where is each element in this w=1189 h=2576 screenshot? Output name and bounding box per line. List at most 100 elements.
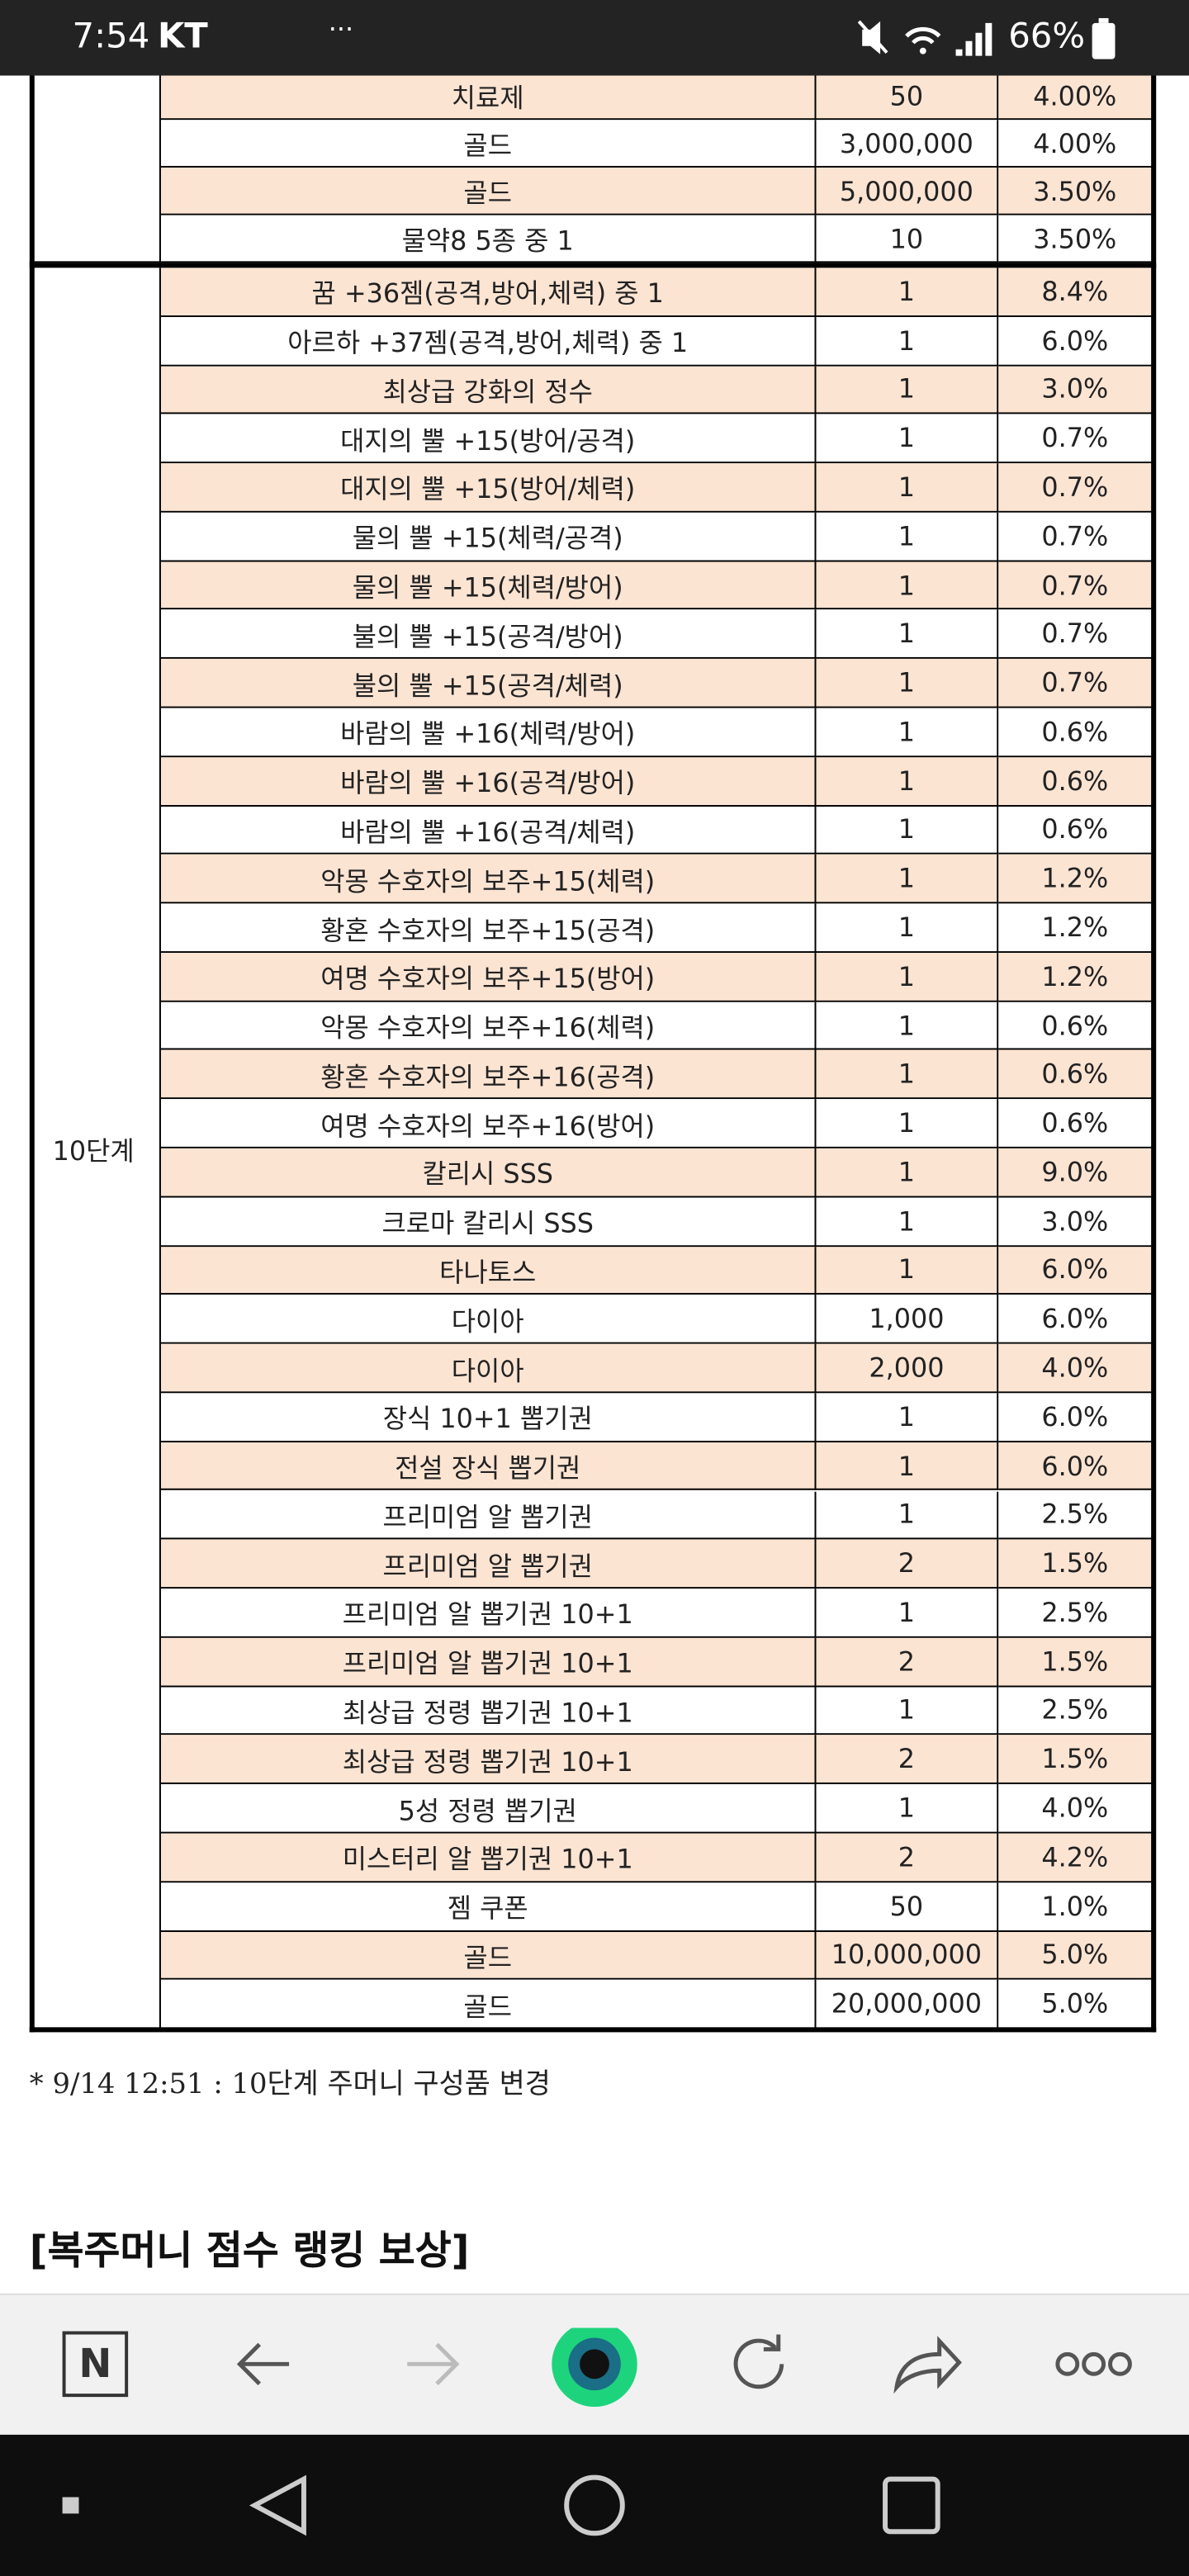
table-cell: 2.5%	[998, 1686, 1153, 1735]
table-cell: 타나토스	[160, 1246, 817, 1295]
table-cell: 3,000,000	[816, 120, 999, 168]
table-cell: 0.7%	[998, 561, 1153, 611]
table-cell: 1	[816, 414, 999, 464]
table-cell: 1	[816, 903, 999, 953]
toolbar-icons[interactable]	[230, 2327, 1149, 2408]
table: 치료제 50 4.00% 골드 3,000,000 4.00% 골드 5,000,000 3.5…	[29, 0, 1157, 2037]
table-cell: 9.0%	[998, 1148, 1153, 1198]
table-cell: 10,000,000	[816, 1931, 999, 1981]
table-cell: 20,000,000	[816, 1980, 999, 2029]
table-cell: 1.2%	[998, 952, 1153, 1002]
table-cell: 1	[816, 610, 999, 660]
table-cell: 2	[816, 1539, 999, 1589]
table-cell: 0.7%	[998, 610, 1153, 660]
table-cell: 1,000	[816, 1295, 999, 1344]
table-cell: 바람의 뿔 +16(공격/방어)	[160, 756, 817, 807]
table-cell: 2,000	[816, 1343, 999, 1394]
table-cell: 6.0%	[998, 316, 1153, 366]
table-cell: 악몽 수호자의 보주+15(체력)	[160, 855, 817, 904]
table-cell: 장식 10+1 뽑기권	[160, 1393, 817, 1442]
table-cell: 50	[816, 1882, 999, 1932]
table-cell: 6.0%	[998, 1442, 1153, 1491]
table-cell: 5.0%	[998, 1931, 1153, 1981]
table-cell: 황혼 수호자의 보주+15(공격)	[160, 903, 817, 953]
table-cell: 악몽 수호자의 보주+16(체력)	[160, 1002, 817, 1051]
table-cell: 최상급 정령 뽑기권 10+1	[160, 1735, 817, 1785]
table-cell: 크로마 칼리시 SSS	[160, 1197, 817, 1247]
table-cell: 0.7%	[998, 659, 1153, 708]
table-cell: 1	[816, 1050, 999, 1100]
table-cell: 1	[816, 855, 999, 904]
table-cell: 1	[816, 463, 999, 513]
table-cell: 프리미엄 알 뽑기권 10+1	[160, 1589, 817, 1638]
table-cell: 6.0%	[998, 1246, 1153, 1295]
table-cell: 1	[816, 1393, 999, 1442]
table-cell: 4.00%	[998, 72, 1153, 121]
battery-icon	[1092, 17, 1116, 59]
table-cell: 1.2%	[998, 855, 1153, 904]
table-cell: 물약8 5종 중 1	[160, 215, 817, 263]
battery: 66%	[1008, 16, 1086, 56]
table-cell: 1	[816, 806, 999, 855]
status-icons	[857, 20, 992, 56]
table-cell: 1	[816, 1442, 999, 1491]
table-cell: 4.2%	[998, 1833, 1153, 1882]
table-cell: 황혼 수호자의 보주+16(공격)	[160, 1050, 817, 1100]
table-cell: 불의 뿔 +15(공격/체력)	[160, 659, 817, 708]
table-cell: 1	[816, 1148, 999, 1198]
table-cell: 3.50%	[998, 167, 1153, 215]
table-cell: 바람의 뿔 +16(공격/체력)	[160, 806, 817, 855]
table-cell: 대지의 뿔 +15(방어/체력)	[160, 463, 817, 513]
table-cell: 골드	[160, 1980, 817, 2029]
table-cell: 다이아	[160, 1295, 817, 1344]
table-cell: 0.6%	[998, 708, 1153, 757]
table-cell: 1.5%	[998, 1539, 1153, 1589]
table-cell: 5성 정령 뽑기권	[160, 1784, 817, 1834]
heading: [복주머니 점수 랭킹 보상]	[29, 2228, 470, 2274]
nav-bar	[0, 2434, 1189, 2576]
carrier: KT	[157, 16, 208, 56]
browser-toolbar: N	[0, 2293, 1189, 2436]
table-cell: 물의 뿔 +15(체력/공격)	[160, 512, 817, 561]
table-cell: 8.4%	[998, 268, 1153, 317]
table-cell: 4.00%	[998, 120, 1153, 168]
table-cell: 1.5%	[998, 1637, 1153, 1687]
table-cell: 1	[816, 952, 999, 1002]
table-cell: 아르하 +37젬(공격,방어,체력) 중 1	[160, 316, 817, 366]
group-cell: 10단계	[29, 268, 161, 2029]
n-button[interactable]: N	[62, 2331, 129, 2398]
table-cell: 0.7%	[998, 414, 1153, 464]
table-cell: 1	[816, 1784, 999, 1834]
table-cell: 3.0%	[998, 365, 1153, 415]
table-cell: 1	[816, 1246, 999, 1295]
table-cell: 2.5%	[998, 1490, 1153, 1540]
table-cell: 1	[816, 1686, 999, 1735]
table-cell: 프리미엄 알 뽑기권	[160, 1539, 817, 1589]
table-cell: 치료제	[160, 72, 817, 121]
table-cell: 1	[816, 1589, 999, 1638]
table-cell: 최상급 강화의 정수	[160, 365, 817, 415]
table-cell: 최상급 정령 뽑기권 10+1	[160, 1686, 817, 1735]
table-cell: 프리미엄 알 뽑기권 10+1	[160, 1637, 817, 1687]
group-divider	[29, 263, 1157, 268]
table-cell: 0.6%	[998, 1099, 1153, 1148]
table-cell: 1.5%	[998, 1735, 1153, 1785]
table-cell: 1	[816, 659, 999, 708]
table-cell: 골드	[160, 1931, 817, 1981]
table-cell: 1.2%	[998, 903, 1153, 953]
table-cell: 여명 수호자의 보주+16(방어)	[160, 1099, 817, 1148]
table-cell: 1	[816, 365, 999, 415]
table-cell: 3.50%	[998, 215, 1153, 263]
table-cell: 미스터리 알 뽑기권 10+1	[160, 1833, 817, 1882]
table-cell: 1	[816, 708, 999, 757]
table-cell: 불의 뿔 +15(공격/방어)	[160, 610, 817, 660]
table-cell: 3.0%	[998, 1197, 1153, 1247]
table-cell: 2	[816, 1735, 999, 1785]
table-cell: 6.0%	[998, 1295, 1153, 1344]
table-cell: 물의 뿔 +15(체력/방어)	[160, 561, 817, 611]
table-cell: 전설 장식 뽑기권	[160, 1442, 817, 1491]
table-cell: 5.0%	[998, 1980, 1153, 2029]
nav-icons[interactable]	[0, 2435, 1189, 2576]
